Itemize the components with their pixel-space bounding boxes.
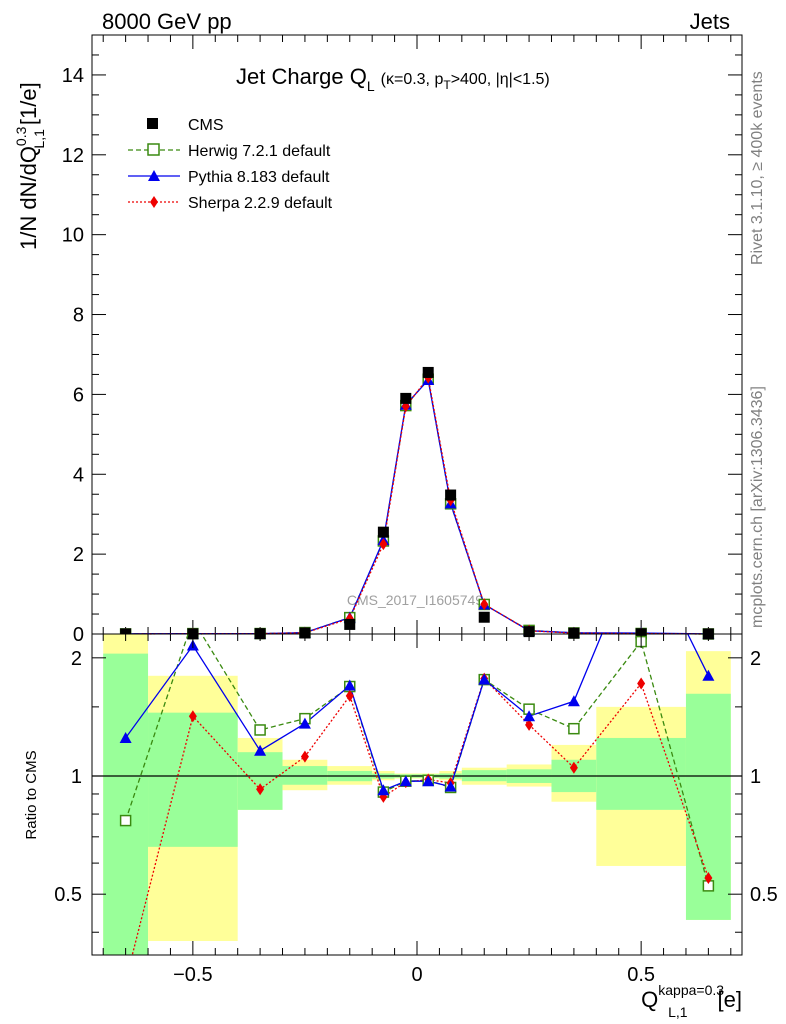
bottom-xlabel: Qkappa=0.3 L,1 [e] [641, 982, 742, 1020]
ratio-point-herwig [119, 814, 132, 827]
ratio-point-sherpa [188, 710, 197, 723]
legend-marker-cms [147, 118, 158, 129]
ratio-point-herwig [568, 722, 580, 735]
legend: CMS Herwig 7.2.1 default Pythia 8.183 de… [128, 117, 333, 212]
legend-label-herwig: Herwig 7.2.1 default [188, 143, 331, 160]
top-point-cms [299, 627, 311, 639]
ratio-point-herwig [254, 724, 266, 736]
mcplots-label: mcplots.cern.ch [arXiv:1306.3436] [749, 386, 766, 628]
top-ytick-label: 12 [62, 145, 84, 167]
top-ytick-label: 2 [73, 544, 84, 566]
ratio-point-sherpa [256, 783, 265, 796]
ratio-point-pythia [422, 775, 435, 787]
ratio-ylabel: Ratio to CMS [23, 750, 40, 839]
top-point-cms [523, 626, 535, 638]
ratio-xtick-label: 0 [411, 964, 422, 986]
top-point-cms [422, 366, 434, 378]
top-point-cms [568, 627, 580, 639]
top-point-cms [344, 618, 356, 630]
top-point-cms [377, 526, 389, 538]
top-ytick-label: 0 [73, 624, 84, 646]
chart-title: Jet Charge QL (κ=0.3, pT>400, |η|<1.5) [236, 64, 550, 94]
ratio-band-inner [103, 653, 149, 955]
legend-marker-pythia [148, 170, 160, 181]
ratio-point-pythia [343, 679, 356, 691]
top-ytick-label: 14 [62, 65, 84, 87]
top-ytick-label: 8 [73, 305, 84, 327]
top-ytick-label: 10 [62, 225, 84, 247]
ratio-ytick-label: 0.5 [54, 884, 82, 906]
ratio-point-sherpa [300, 750, 309, 763]
legend-marker-herwig [147, 143, 160, 156]
header-left: 8000 GeV pp [102, 9, 232, 34]
ratio-line-herwig [124, 634, 710, 887]
ratio-point-pythia [567, 695, 580, 707]
top-point-cms [400, 392, 412, 404]
top-point-sherpa [480, 598, 489, 611]
ratio-point-sherpa [345, 689, 354, 702]
top-ytick-label: 6 [73, 384, 84, 406]
legend-label-sherpa: Sherpa 2.2.9 default [188, 195, 333, 212]
rivet-label: Rivet 3.1.10, ≥ 400k events [749, 71, 766, 265]
ratio-point-pythia [119, 731, 132, 743]
top-point-cms [478, 611, 490, 623]
ratio-point-pythia [523, 710, 536, 722]
top-ylabel: 1/N dN/dQ0.3 L,1[1/e] [13, 82, 47, 250]
ratio-ytick-label: 1 [71, 766, 82, 788]
ratio-xtick-label: −0.5 [173, 964, 212, 986]
ratio-band-inner [237, 752, 283, 810]
ratio-point-pythia [298, 717, 311, 729]
main-panel: Jet Charge QL (κ=0.3, pT>400, |η|<1.5) 1/… [13, 34, 743, 646]
ratio-band-inner [148, 712, 238, 847]
ratio-point-sherpa [704, 871, 713, 884]
ratio-point-pythia [377, 784, 390, 796]
legend-label-cms: CMS [188, 117, 224, 134]
ratio-line-pythia [125, 634, 709, 792]
ratio-band-inner [596, 737, 686, 810]
ratio-point-sherpa [525, 718, 534, 731]
ratio-ytick-label-right: 0.5 [750, 884, 778, 906]
ratio-point-sherpa [569, 761, 578, 774]
ratio-ytick-label-right: 2 [750, 648, 761, 670]
header-right: Jets [690, 9, 730, 34]
ratio-xtick-label: 0.5 [627, 964, 655, 986]
top-ytick-label: 4 [73, 464, 84, 486]
ratio-point-pythia [478, 673, 491, 685]
ratio-point-pythia [399, 775, 412, 787]
ratio-point-pythia [254, 744, 267, 756]
ratio-ytick-label: 2 [71, 648, 82, 670]
ratio-ytick-label-right: 1 [750, 766, 761, 788]
legend-marker-sherpa [150, 196, 158, 208]
ratio-point-pythia [444, 780, 457, 792]
legend-label-pythia: Pythia 8.183 default [188, 169, 330, 186]
watermark: CMS_2017_I1605749 [347, 592, 483, 608]
bottom-frame [91, 633, 743, 956]
ratio-point-pythia [702, 669, 715, 681]
top-point-cms [445, 489, 457, 501]
ratio-panel: 0.5 0.5 1 1 2 2 −0.5 0 0.5 Ratio to CMS Qkappa=0… [23, 633, 778, 1020]
top-point-sherpa [379, 538, 388, 551]
ratio-point-sherpa [637, 677, 646, 690]
